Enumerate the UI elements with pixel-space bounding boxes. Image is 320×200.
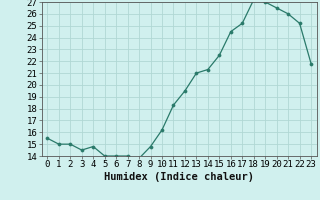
X-axis label: Humidex (Indice chaleur): Humidex (Indice chaleur) xyxy=(104,172,254,182)
